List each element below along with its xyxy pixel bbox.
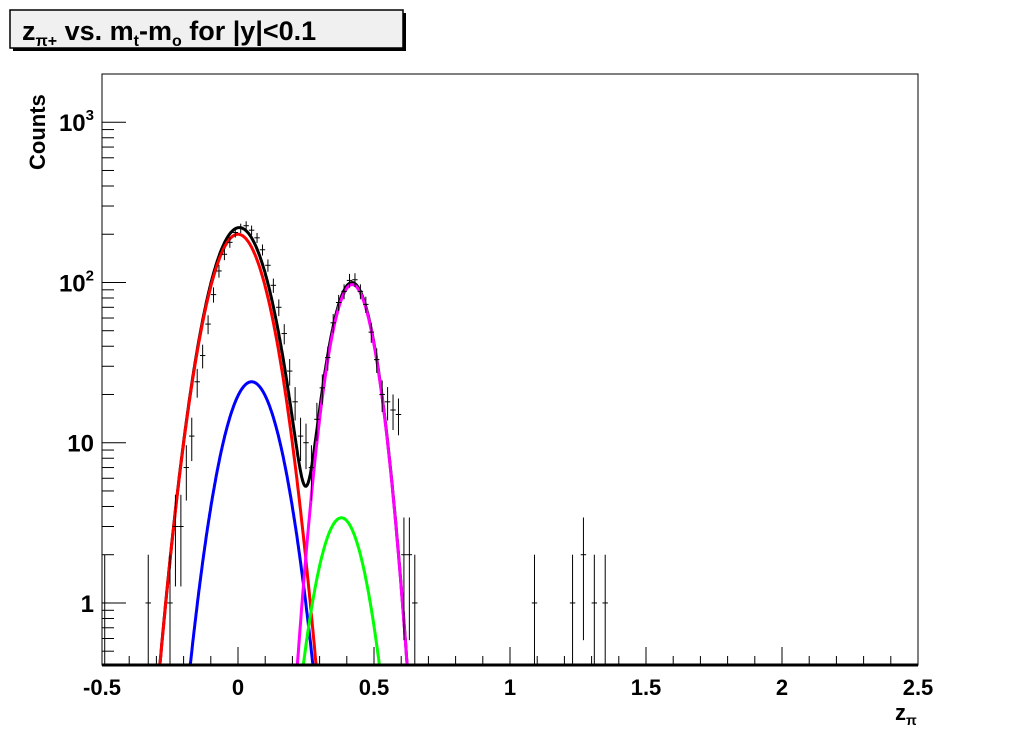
data-point [232,227,238,238]
data-point [352,273,358,287]
data-point [297,417,304,462]
y-tick-label: 103 [59,107,94,137]
x-tick-label: 0 [232,675,244,700]
data-point [406,517,413,641]
data-point [384,387,391,421]
data-point [314,402,320,441]
data-point [330,314,336,333]
data-point [216,264,222,278]
data-point [254,232,260,244]
data-point [227,237,233,248]
data-point [319,374,326,405]
data-point [591,554,598,665]
x-tick-label: 2.5 [903,675,934,700]
y-tick-label: 1 [81,591,94,618]
axes: -0.5 0 0.5 1 1.5 2 2.5 1 10 102 103 [59,73,934,700]
data-point [368,322,374,343]
data-point [363,296,369,314]
data-point [259,244,266,256]
data-point [531,554,538,665]
data-point [276,299,282,317]
data-point [569,554,576,665]
data-point [401,517,407,641]
x-tick-label: 1 [504,675,516,700]
data-point [145,554,151,665]
data-point [379,380,385,413]
data-point [183,445,190,501]
data-point [189,417,195,462]
data-point [270,278,277,293]
data-point [395,398,402,436]
data-point [167,554,173,665]
data-point [602,554,608,665]
data-point [286,359,293,386]
data-point [248,225,255,236]
data-points [102,221,608,665]
data-point [335,294,342,312]
data-point [412,554,418,665]
data-point [178,494,184,587]
data-point [205,315,211,335]
data-point [357,284,364,300]
x-tick-label: 2 [776,675,788,700]
data-point [346,273,353,288]
data-point [341,284,347,300]
data-point [199,344,206,369]
data-point [238,223,244,234]
data-point [580,517,587,641]
data-point [194,368,200,398]
x-tick-label: 0.5 [359,675,390,700]
data-point [102,554,108,665]
y-axis-label: Counts [25,94,50,170]
x-tick-label: -0.5 [83,675,121,700]
data-point [308,445,315,501]
x-tick-label: 1.5 [631,675,662,700]
chart-title: zπ+ vs. mt-mo for |y|<0.1 [22,16,316,50]
x-axis-label: zπ [895,700,917,728]
data-point [265,259,271,272]
data-point [243,221,249,231]
data-point [325,346,331,371]
y-tick-label: 102 [59,267,94,297]
data-point [390,394,396,431]
data-point [374,348,380,373]
y-tick-label: 10 [67,431,94,458]
data-point [210,287,217,303]
data-point [221,248,228,261]
data-point [281,324,287,345]
title-box: zπ+ vs. mt-mo for |y|<0.1 [9,9,406,51]
data-point [303,423,309,470]
plot-frame [101,73,919,666]
data-point [292,387,298,421]
data-point [172,494,179,587]
